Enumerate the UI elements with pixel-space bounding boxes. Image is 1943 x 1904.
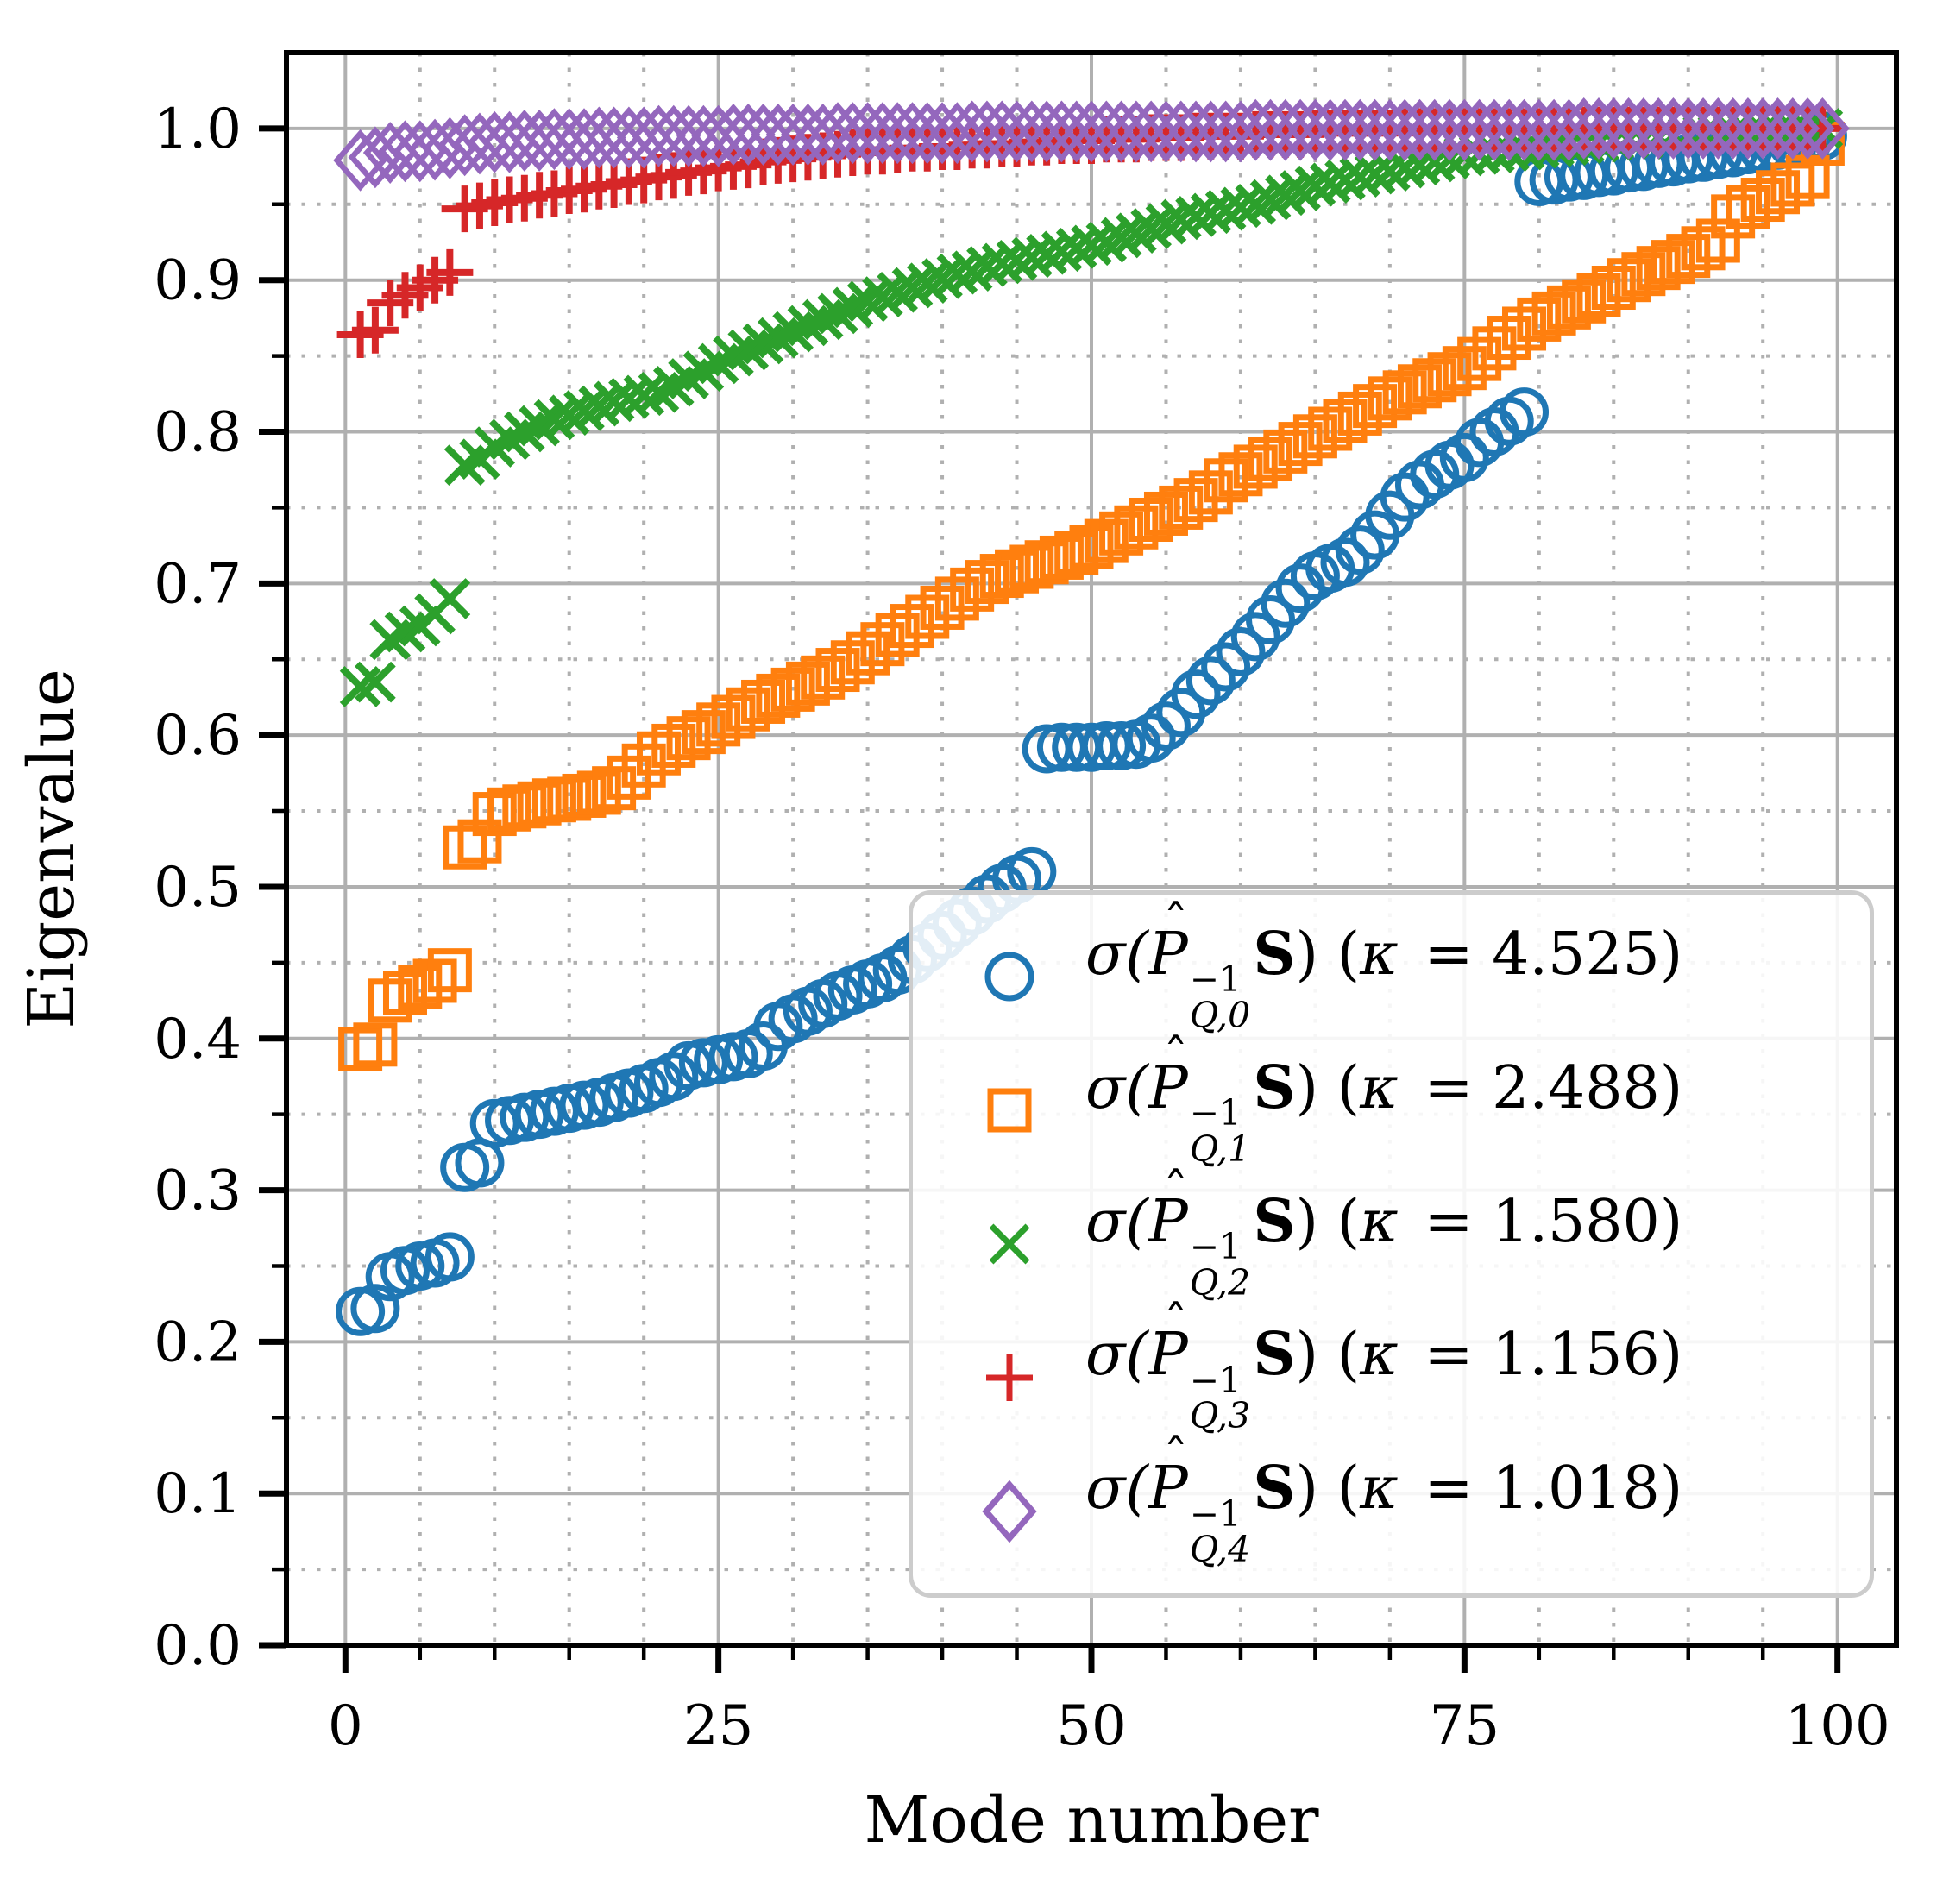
legend-label: σ(P ˆ −1 Q,0 S) (κ = 4.525) bbox=[1085, 895, 1683, 1037]
legend-label: σ(P ˆ −1 Q,4 S) (κ = 1.018) bbox=[1085, 1429, 1683, 1571]
x-tick-label: 50 bbox=[1056, 1694, 1126, 1758]
legend-label: σ(P ˆ −1 Q,2 S) (κ = 1.580) bbox=[1085, 1161, 1683, 1304]
legend-marker-x-icon bbox=[989, 1223, 1030, 1265]
series-1-markers bbox=[338, 121, 1845, 1071]
y-tick-label: 0.3 bbox=[154, 1159, 242, 1223]
y-tick-label: 0.7 bbox=[154, 552, 242, 616]
legend-item-series3: σ(P ˆ −1 Q,3 S) (κ = 1.156) bbox=[939, 1295, 1844, 1437]
y-tick-label: 0.2 bbox=[154, 1310, 242, 1374]
legend-item-series0: σ(P ˆ −1 Q,0 S) (κ = 4.525) bbox=[939, 895, 1844, 1037]
y-tick-label: 0.4 bbox=[154, 1008, 242, 1071]
x-tick-label: 0 bbox=[328, 1694, 363, 1758]
y-tick-label: 0.6 bbox=[154, 704, 242, 768]
x-tick-label: 25 bbox=[683, 1694, 753, 1758]
x-axis-label: Mode number bbox=[864, 1783, 1319, 1857]
y-tick-label: 0.1 bbox=[154, 1462, 242, 1526]
y-tick-label: 1.0 bbox=[154, 97, 242, 161]
y-tick-label: 0.9 bbox=[154, 249, 242, 313]
y-tick-label: 0.5 bbox=[154, 856, 242, 920]
series-0-markers bbox=[336, 111, 1847, 1336]
legend-label: σ(P ˆ −1 Q,3 S) (κ = 1.156) bbox=[1085, 1295, 1683, 1437]
legend-marker-square-icon bbox=[987, 1088, 1032, 1133]
axis-ticks: 0 25 50 75 100 0.0 0.1 0.2 0.3 0.4 0.5 0.6 0.7 0.8 0.9… bbox=[154, 97, 1890, 1758]
x-tick-label: 75 bbox=[1430, 1694, 1500, 1758]
y-tick-label: 0.8 bbox=[154, 401, 242, 465]
plot-frame bbox=[284, 50, 1899, 1648]
legend: σ(P ˆ −1 Q,0 S) (κ = 4.525) σ(P ˆ −1 Q,1 S) (κ =… bbox=[909, 890, 1874, 1598]
legend-item-series1: σ(P ˆ −1 Q,1 S) (κ = 2.488) bbox=[939, 1027, 1844, 1170]
legend-item-series2: σ(P ˆ −1 Q,2 S) (κ = 1.580) bbox=[939, 1161, 1844, 1304]
legend-marker-diamond-icon bbox=[982, 1480, 1037, 1543]
series-4-markers bbox=[333, 97, 1850, 192]
y-axis-label: Eigenvalue bbox=[15, 669, 89, 1029]
y-tick-label: 0.0 bbox=[154, 1614, 242, 1678]
x-tick-label: 100 bbox=[1785, 1694, 1890, 1758]
legend-label: σ(P ˆ −1 Q,1 S) (κ = 2.488) bbox=[1085, 1027, 1683, 1170]
legend-marker-plus-icon bbox=[986, 1354, 1033, 1401]
legend-item-series4: σ(P ˆ −1 Q,4 S) (κ = 1.018) bbox=[939, 1429, 1844, 1571]
legend-marker-circle-icon bbox=[984, 952, 1034, 1002]
